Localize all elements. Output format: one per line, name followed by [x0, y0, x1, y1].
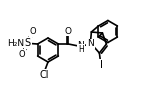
Text: O: O	[19, 50, 25, 59]
Text: H₂N: H₂N	[7, 38, 24, 48]
Text: I: I	[100, 60, 103, 70]
Text: S: S	[25, 38, 31, 48]
Text: N: N	[78, 40, 84, 50]
Text: O: O	[65, 26, 72, 36]
Text: N: N	[87, 40, 94, 48]
Text: H: H	[78, 45, 84, 54]
Text: O: O	[30, 27, 36, 36]
Text: Cl: Cl	[39, 70, 49, 80]
